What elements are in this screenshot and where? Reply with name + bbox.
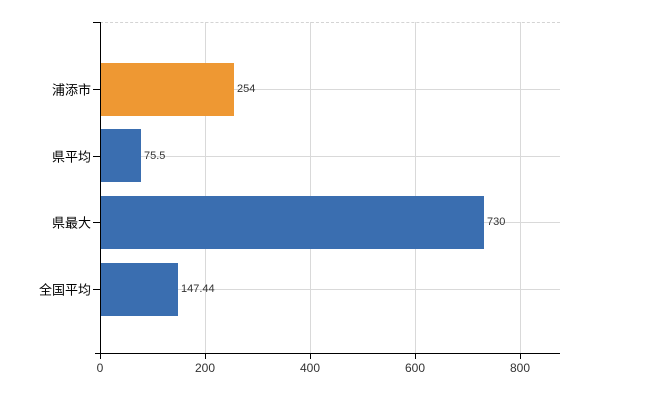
x-axis-tick xyxy=(310,354,311,359)
bar-県平均 xyxy=(101,129,141,182)
bar-value-label: 75.5 xyxy=(144,150,166,162)
vertical-gridline xyxy=(415,22,417,353)
plot-top-border xyxy=(100,22,560,23)
bar-value-label: 254 xyxy=(237,83,256,95)
x-tick-label: 400 xyxy=(299,361,321,375)
horizontal-gridline xyxy=(100,89,560,90)
bar-浦添市 xyxy=(101,63,234,116)
x-axis-tick xyxy=(520,354,521,359)
y-axis-tick xyxy=(93,156,100,157)
x-axis-line xyxy=(95,353,560,354)
x-axis-tick xyxy=(415,354,416,359)
x-axis-tick xyxy=(100,354,101,359)
x-tick-label: 800 xyxy=(509,361,531,375)
vertical-gridline xyxy=(520,22,522,353)
x-tick-label: 600 xyxy=(404,361,426,375)
bar-県最大 xyxy=(101,196,484,249)
category-label: 浦添市 xyxy=(51,82,91,98)
bar-value-label: 730 xyxy=(487,216,506,228)
category-label: 全国平均 xyxy=(38,282,91,298)
x-axis-tick xyxy=(205,354,206,359)
y-axis-top-tick xyxy=(93,22,100,23)
horizontal-gridline xyxy=(100,289,560,290)
y-axis-tick xyxy=(93,289,100,290)
category-label: 県平均 xyxy=(51,149,91,165)
x-tick-label: 200 xyxy=(194,361,216,375)
vertical-gridline xyxy=(205,22,207,353)
vertical-gridline xyxy=(310,22,312,353)
bar-value-label: 147.44 xyxy=(181,283,215,295)
y-axis-tick xyxy=(93,89,100,90)
category-label: 県最大 xyxy=(51,215,91,231)
bar-全国平均 xyxy=(101,263,178,316)
x-tick-label: 0 xyxy=(96,361,104,375)
y-axis-tick xyxy=(93,222,100,223)
horizontal-gridline xyxy=(100,156,560,157)
y-axis-line xyxy=(100,22,101,353)
